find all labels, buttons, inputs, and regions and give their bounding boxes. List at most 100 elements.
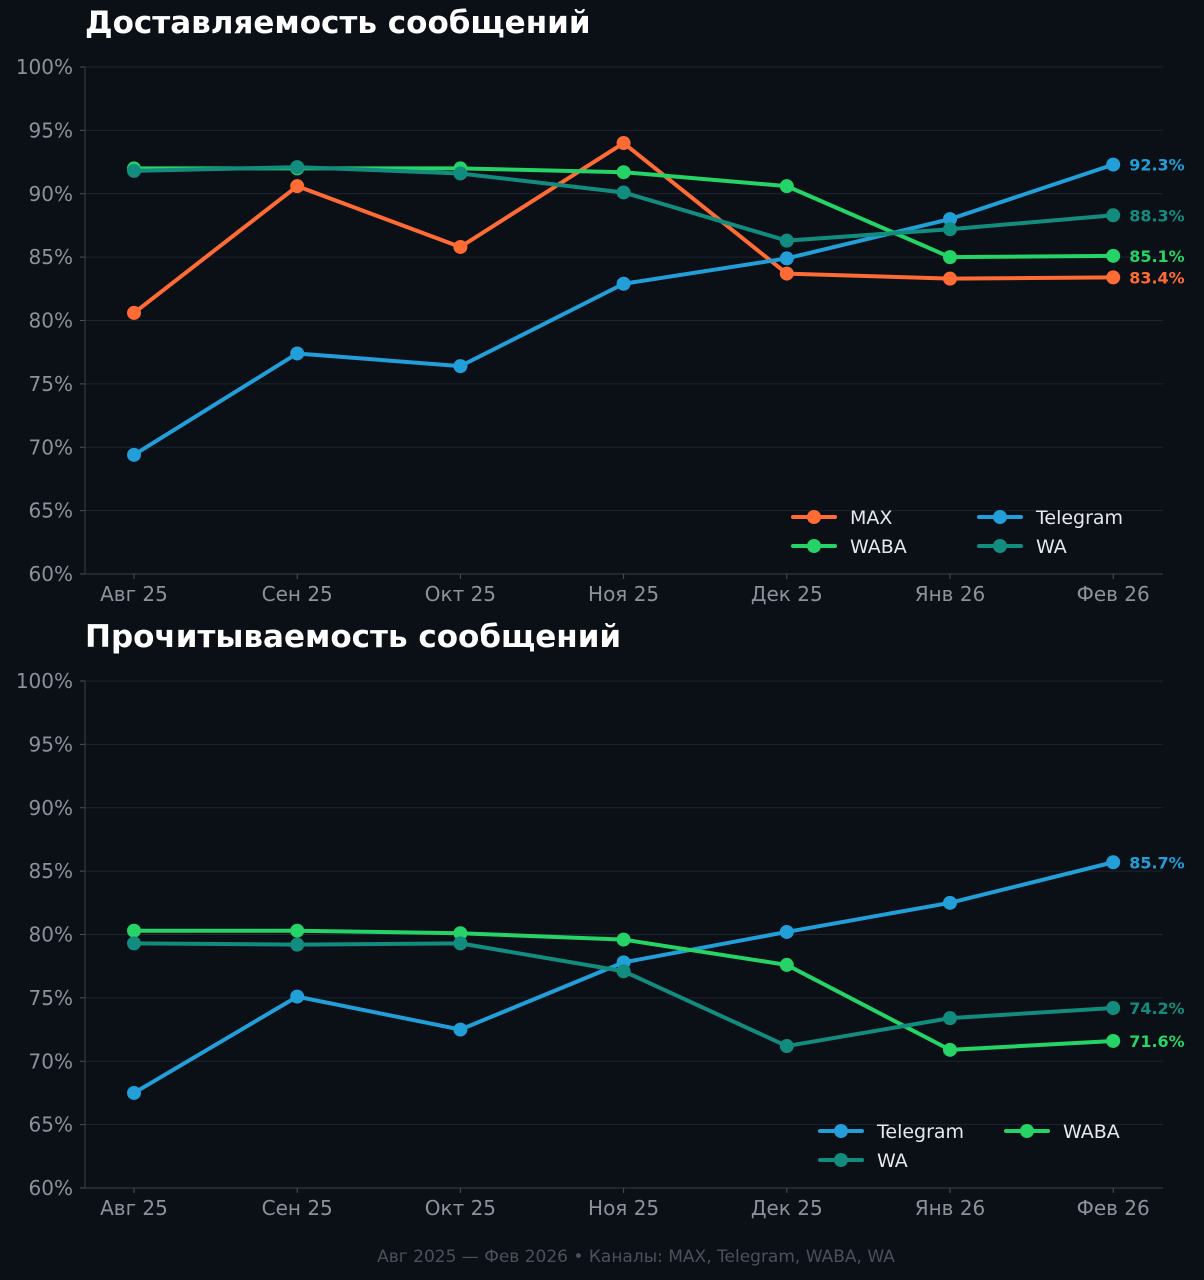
- x-tick-label: Янв 26: [915, 1196, 986, 1220]
- data-point-wa: [779, 233, 794, 248]
- data-point-telegram: [127, 447, 141, 462]
- read-chart: 60% 65% 70% 75% 80% 85% 90% 95% 100% Авг 25 Сен 25…: [16, 669, 1185, 1220]
- data-point-waba: [943, 1042, 957, 1057]
- footer-caption: Авг 2025 — Фев 2026 • Каналы: MAX, Teleg…: [377, 1247, 895, 1267]
- legend-label: Telegram: [1035, 507, 1123, 529]
- y-tick-label: 95%: [29, 118, 73, 142]
- legend-label: Telegram: [876, 1121, 964, 1143]
- y-tick-label: 85%: [29, 245, 73, 269]
- series-telegram: 85.7%: [127, 853, 1185, 1100]
- data-point-wa: [290, 160, 305, 175]
- y-tick-label: 60%: [29, 1176, 73, 1200]
- data-point-waba: [290, 923, 305, 938]
- legend-label: MAX: [850, 507, 892, 529]
- data-point-waba: [779, 957, 794, 972]
- x-tick-label: Ноя 25: [588, 582, 659, 606]
- end-label-max: 83.4%: [1129, 268, 1185, 287]
- end-label-waba: 71.6%: [1129, 1032, 1185, 1051]
- data-point-max: [127, 305, 141, 320]
- data-point-telegram: [1106, 157, 1121, 172]
- legend-swatch-dot: [807, 510, 821, 524]
- legend-label: WABA: [1063, 1121, 1120, 1143]
- legend-label: WA: [877, 1150, 908, 1172]
- data-point-telegram: [290, 346, 305, 361]
- data-point-waba: [616, 932, 631, 947]
- data-point-telegram: [943, 212, 957, 227]
- legend-swatch-dot: [1020, 1124, 1034, 1138]
- data-point-wa: [779, 1039, 794, 1054]
- data-point-telegram: [453, 359, 468, 374]
- legend-item-telegram: Telegram: [977, 507, 1123, 529]
- data-point-waba: [1106, 248, 1121, 263]
- end-label-wa: 88.3%: [1129, 206, 1185, 225]
- x-tick-label: Фев 26: [1077, 1196, 1150, 1220]
- x-tick-label: Ноя 25: [588, 1196, 659, 1220]
- data-point-waba: [127, 923, 141, 938]
- legend-item-waba: WABA: [1004, 1121, 1120, 1143]
- series-line-waba: [132, 928, 1116, 1052]
- y-tick-label: 70%: [29, 1049, 73, 1073]
- y-tick-label: 75%: [29, 372, 73, 396]
- data-point-wa: [616, 185, 631, 200]
- legend-item-telegram: Telegram: [818, 1121, 964, 1143]
- x-tick-label: Янв 26: [915, 582, 986, 606]
- end-label-waba: 85.1%: [1129, 247, 1185, 266]
- y-tick-label: 75%: [29, 986, 73, 1010]
- y-tick-label: 65%: [29, 499, 73, 523]
- data-point-telegram: [779, 924, 794, 939]
- data-point-wa: [453, 166, 468, 181]
- data-point-max: [1106, 270, 1121, 285]
- legend: MAX Telegram WABA WA: [791, 507, 1123, 558]
- legend-swatch-dot: [807, 539, 821, 553]
- series-wa: 88.3%: [127, 160, 1185, 248]
- y-tick-label: 90%: [29, 182, 73, 206]
- y-tick-label: 65%: [29, 1113, 73, 1137]
- data-point-wa: [616, 964, 631, 979]
- data-point-telegram: [290, 989, 305, 1004]
- legend-item-wa: WA: [818, 1150, 908, 1172]
- data-point-telegram: [127, 1085, 141, 1100]
- series-telegram: 92.3%: [127, 156, 1185, 462]
- y-tick-label: 80%: [29, 923, 73, 947]
- legend-swatch-dot: [993, 510, 1007, 524]
- data-point-wa: [453, 936, 468, 951]
- x-tick-label: Дек 25: [751, 1196, 823, 1220]
- x-tick-label: Дек 25: [751, 582, 823, 606]
- end-label-wa: 74.2%: [1129, 999, 1185, 1018]
- y-tick-label: 60%: [29, 562, 73, 586]
- data-point-waba: [1106, 1033, 1121, 1048]
- series-max: 83.4%: [127, 136, 1185, 320]
- data-point-max: [943, 271, 957, 286]
- chart-title-read: Прочитываемость сообщений: [85, 619, 622, 655]
- data-point-telegram: [1106, 855, 1121, 870]
- series-waba: 71.6%: [127, 923, 1185, 1057]
- legend: Telegram WABA WA: [818, 1121, 1120, 1172]
- data-point-max: [779, 266, 794, 281]
- data-point-telegram: [943, 895, 957, 910]
- legend-swatch-dot: [834, 1153, 848, 1167]
- data-point-waba: [943, 250, 957, 265]
- y-tick-label: 80%: [29, 309, 73, 333]
- x-tick-label: Сен 25: [262, 582, 333, 606]
- legend-label: WA: [1036, 536, 1067, 558]
- end-label-telegram: 92.3%: [1129, 156, 1185, 175]
- legend-swatch-dot: [834, 1124, 848, 1138]
- data-point-wa: [943, 1011, 957, 1026]
- series-wa: 74.2%: [127, 936, 1185, 1054]
- data-point-max: [616, 136, 631, 151]
- x-tick-label: Сен 25: [262, 1196, 333, 1220]
- legend-item-max: MAX: [791, 507, 892, 529]
- y-tick-label: 85%: [29, 859, 73, 883]
- x-tick-label: Окт 25: [425, 1196, 496, 1220]
- legend-item-waba: WABA: [791, 536, 907, 558]
- data-point-waba: [453, 926, 468, 941]
- data-point-telegram: [616, 276, 631, 291]
- x-tick-label: Авг 25: [100, 582, 168, 606]
- series-waba: 85.1%: [127, 161, 1185, 266]
- data-point-wa: [943, 222, 957, 237]
- data-point-telegram: [779, 251, 794, 266]
- chart-title-delivery: Доставляемость сообщений: [85, 5, 591, 41]
- data-point-waba: [779, 179, 794, 194]
- data-point-telegram: [453, 1022, 468, 1037]
- legend-swatch-dot: [993, 539, 1007, 553]
